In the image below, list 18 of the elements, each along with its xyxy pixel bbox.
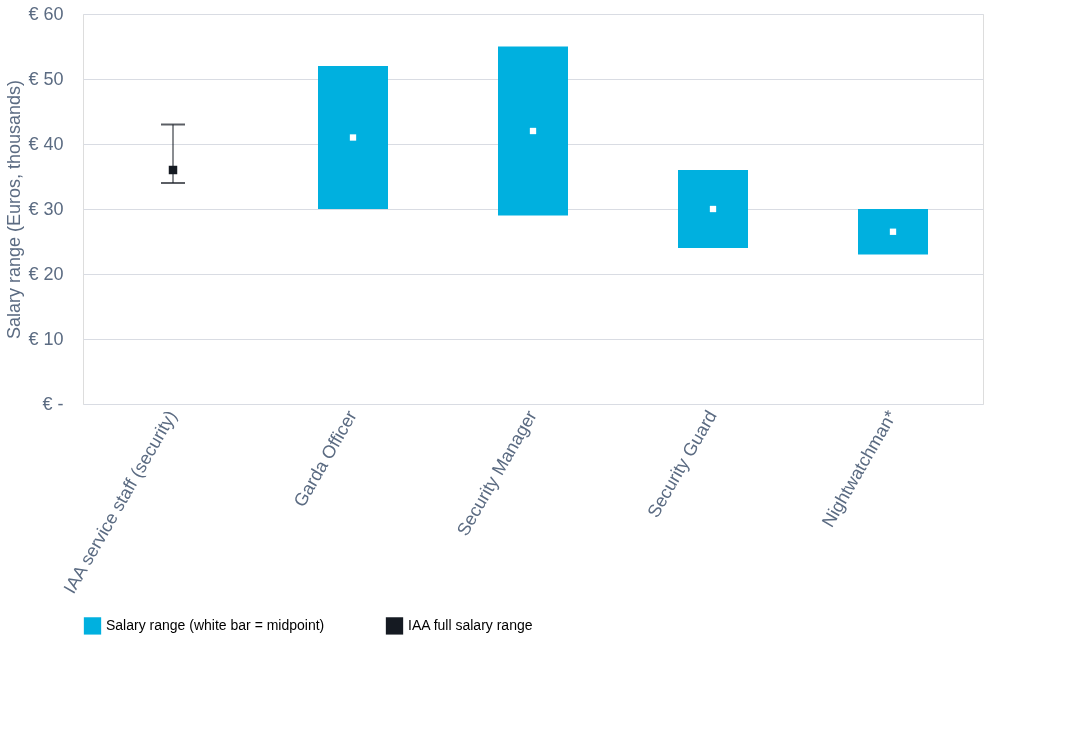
y-tick-label: € 50 [28, 68, 64, 89]
y-tick-label: € 10 [28, 328, 64, 349]
point [349, 134, 357, 141]
y-tick-label: € - [42, 393, 64, 414]
legend-label: Salary range (white bar = midpoint) [106, 616, 325, 633]
y-tick-label: € 30 [28, 198, 64, 219]
y-axis-title: Salary range (Euros, thousands) [4, 79, 25, 340]
y-tick-label: € 40 [28, 133, 64, 154]
point [889, 228, 897, 235]
y-tick-label: € 60 [28, 3, 64, 24]
bar [678, 170, 748, 248]
bar [318, 66, 388, 209]
bar [498, 46, 568, 216]
legend-label: IAA full salary range [408, 616, 533, 633]
y-tick-label: € 20 [28, 263, 64, 284]
bar [858, 209, 928, 255]
point [529, 127, 537, 135]
point [709, 205, 717, 213]
